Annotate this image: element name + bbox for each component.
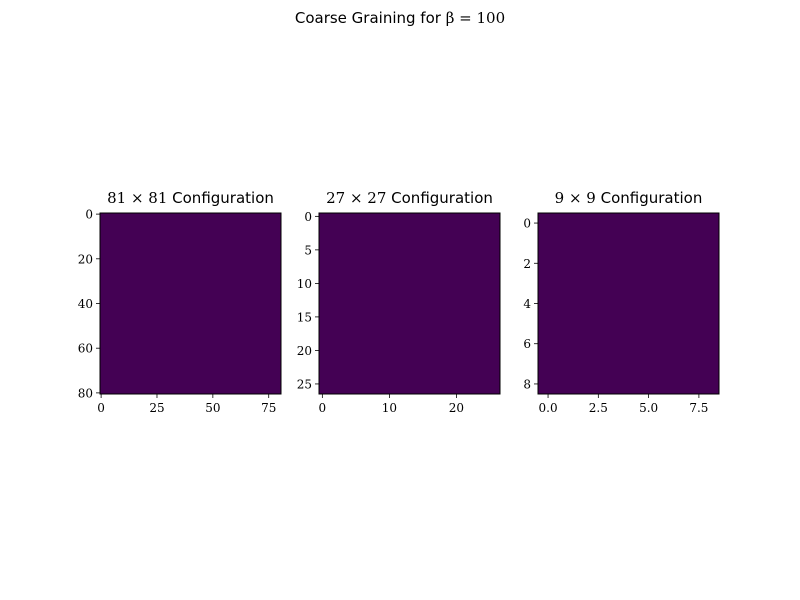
y-tick-label: 15 (297, 310, 312, 324)
heatmap-panel-9: 9 × 9 Configuration 0.0 2.5 5.0 7.5 0 2 4 6 8 (523, 189, 720, 415)
heatmap-panel-81: 81 × 81 Configuration 0 25 50 75 0 20 40 60 80 (78, 189, 282, 415)
panel-title-math: 27 × 27 (326, 189, 386, 207)
panel-title-math: 81 × 81 (107, 189, 167, 207)
x-tick-label: 0.0 (539, 401, 558, 415)
y-tick-label: 0 (85, 208, 93, 222)
y-tick-label: 10 (297, 277, 312, 291)
heatmap-cells (100, 213, 281, 394)
x-tick-label: 7.5 (689, 401, 708, 415)
heatmap-cells (319, 213, 500, 394)
y-tick-label: 0 (523, 217, 531, 231)
panel-title-math: 9 × 9 (555, 189, 596, 207)
x-tick-label: 20 (449, 401, 464, 415)
y-tick-label: 25 (297, 377, 312, 391)
y-tick-label: 2 (523, 257, 531, 271)
x-tick-label: 5.0 (639, 401, 658, 415)
y-tick-label: 0 (304, 210, 312, 224)
y-tick-label: 20 (78, 252, 93, 266)
y-tick-label: 4 (523, 297, 531, 311)
panel-title: 9 × 9 Configuration (555, 189, 703, 207)
figure-title-text: Coarse Graining for (295, 9, 446, 27)
axes-frame (318, 212, 501, 395)
heatmap-cells (538, 213, 719, 394)
x-tick-label: 75 (261, 401, 276, 415)
y-tick-label: 60 (78, 342, 93, 356)
y-tick-label: 40 (78, 297, 93, 311)
y-tick-label: 5 (304, 243, 312, 257)
x-tick-label: 2.5 (589, 401, 608, 415)
x-tick-label: 50 (205, 401, 220, 415)
panel-title: 27 × 27 Configuration (326, 189, 493, 207)
x-tick-label: 25 (149, 401, 164, 415)
panel-title-text: Configuration (596, 189, 703, 207)
x-tick-label: 10 (382, 401, 397, 415)
panel-title-text: Configuration (386, 189, 493, 207)
figure-title-math: β = 100 (446, 9, 505, 27)
y-tick-label: 6 (523, 337, 531, 351)
figure-title: Coarse Graining for β = 100 (295, 9, 505, 27)
panel-title: 81 × 81 Configuration (107, 189, 274, 207)
y-tick-label: 20 (297, 344, 312, 358)
y-tick-label: 80 (78, 386, 93, 400)
panel-title-text: Configuration (167, 189, 274, 207)
y-tick-label: 8 (523, 377, 531, 391)
heatmap-panel-27: 27 × 27 Configuration 0 10 20 0 5 10 15 20 25 (297, 189, 501, 415)
x-tick-label: 0 (97, 401, 105, 415)
x-tick-label: 0 (319, 401, 327, 415)
